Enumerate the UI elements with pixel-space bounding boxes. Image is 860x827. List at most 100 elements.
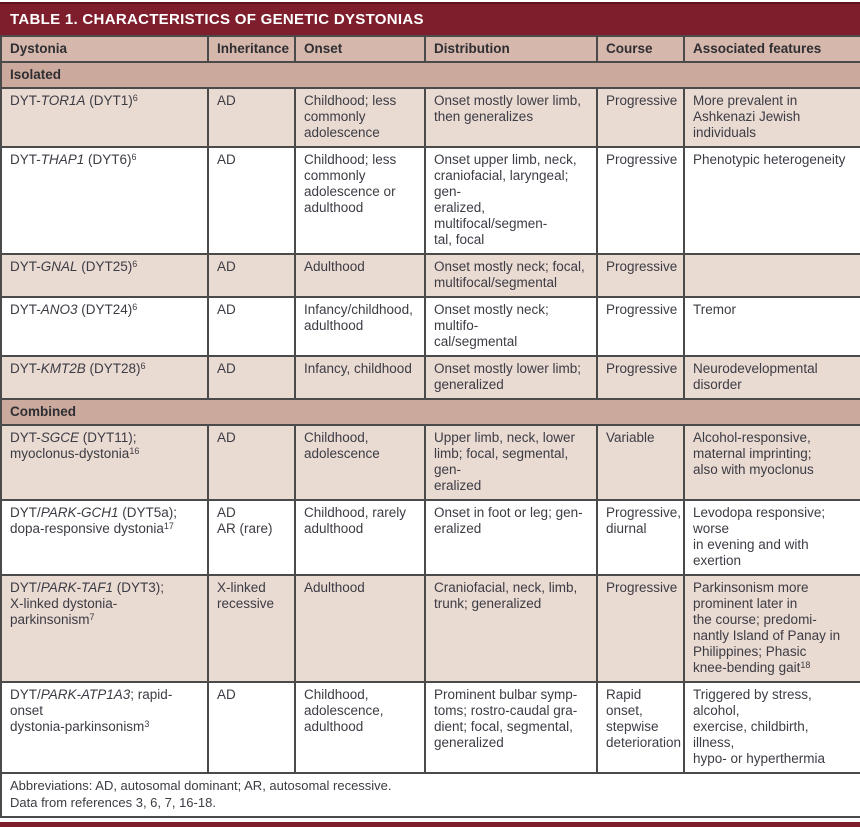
cell-dystonia: DYT-ANO3 (DYT24)6 [0,296,209,357]
cell-dystonia: DYT-GNAL (DYT25)6 [0,253,209,298]
name-text: DYT- [10,259,41,274]
name-text: (DYT24) [77,302,133,317]
cell-course: Progressive [596,574,685,683]
cell-distribution: Onset mostly neck; multifo- cal/segmenta… [424,296,598,357]
cell-features: Neurodevelopmental disorder [683,355,860,400]
table-row: DYT/PARK-GCH1 (DYT5a); dopa-responsive dy… [0,499,860,576]
cell-features: Levodopa responsive; worse in evening an… [683,499,860,576]
name-text: DYT/ [10,505,41,520]
cell-dystonia: DYT/PARK-TAF1 (DYT3); X-linked dystonia-p… [0,574,209,683]
gene-name: PARK-TAF1 [40,580,114,595]
name-text: myoclonus-dystonia [10,446,130,461]
table-row: DYT-ANO3 (DYT24)6 AD Infancy/childhood, ad… [0,296,860,357]
cell-dystonia: DYT-SGCE (DYT11); myoclonus-dystonia16 [0,424,209,501]
name-text: dopa-responsive dystonia [10,521,164,536]
table-row: DYT-KMT2B (DYT28)6 AD Infancy, childhood On… [0,355,860,400]
reference-superscript: 17 [163,521,174,531]
cell-course: Rapid onset, stepwise deterioration [596,681,685,774]
table-body: Isolated DYT-TOR1A (DYT1)6 AD Childhood; le… [0,61,860,774]
cell-course: Progressive [596,355,685,400]
section-header-row: Isolated [0,61,860,89]
cell-course: Progressive [596,146,685,255]
gene-name: KMT2B [40,361,86,376]
column-header-course: Course [596,35,685,63]
reference-superscript: 18 [800,660,811,670]
name-text: DYT/ [10,580,41,595]
cell-onset: Infancy, childhood [294,355,426,400]
cell-inheritance: AD [207,296,296,357]
column-header-dystonia: Dystonia [0,35,209,63]
column-header-row: Dystonia Inheritance Onset Distribution … [0,35,860,63]
name-text: (DYT6) [84,152,132,167]
cell-onset: Childhood, adolescence [294,424,426,501]
cell-dystonia: DYT-THAP1 (DYT6)6 [0,146,209,255]
abbreviations-note: Abbreviations: AD, autosomal dominant; A… [10,778,392,793]
cell-course: Progressive [596,87,685,148]
section-label: Combined [0,398,860,426]
cell-features: Tremor [683,296,860,357]
cell-inheritance: AD [207,681,296,774]
gene-name: ANO3 [40,302,78,317]
gene-name: GNAL [40,259,78,274]
cell-features [683,253,860,298]
cell-inheritance: AD [207,355,296,400]
cell-distribution: Upper limb, neck, lower limb; focal, seg… [424,424,598,501]
cell-distribution: Craniofacial, neck, limb, trunk; general… [424,574,598,683]
cell-course: Progressive, diurnal [596,499,685,576]
name-text: (DYT25) [77,259,133,274]
name-text: DYT- [10,361,41,376]
name-text: (DYT1) [85,93,133,108]
table-row: DYT-GNAL (DYT25)6 AD Adulthood Onset mostly… [0,253,860,298]
cell-features: Phenotypic heterogeneity [683,146,860,255]
cell-dystonia: DYT/PARK-ATP1A3; rapid-onset dystonia-par… [0,681,209,774]
bottom-rule [0,822,860,827]
name-text: (DYT11); [79,430,137,445]
cell-onset: Childhood; less commonly adolescence or … [294,146,426,255]
cell-features: Parkinsonism more prominent later in the… [683,574,860,683]
reference-superscript: 6 [131,152,137,162]
column-header-onset: Onset [294,35,426,63]
column-header-inheritance: Inheritance [207,35,296,63]
cell-features: Triggered by stress, alcohol, exercise, … [683,681,860,774]
cell-onset: Adulthood [294,574,426,683]
cell-course: Progressive [596,296,685,357]
cell-distribution: Onset upper limb, neck, craniofacial, la… [424,146,598,255]
cell-distribution: Onset mostly lower limb, then generalize… [424,87,598,148]
references-note: Data from references 3, 6, 7, 16-18. [10,795,216,810]
cell-features: Alcohol-responsive, maternal imprinting;… [683,424,860,501]
cell-inheritance: X-linked recessive [207,574,296,683]
column-header-distribution: Distribution [424,35,598,63]
cell-inheritance: AD [207,253,296,298]
cell-dystonia: DYT-TOR1A (DYT1)6 [0,87,209,148]
dystonia-table: Dystonia Inheritance Onset Distribution … [0,35,860,818]
name-text: (DYT28) [85,361,141,376]
column-header-associated-features: Associated features [683,35,860,63]
footnote-row: Abbreviations: AD, autosomal dominant; A… [0,772,860,818]
gene-name: PARK-ATP1A3 [40,687,131,702]
name-text: DYT- [10,93,41,108]
name-text: (DYT3); [113,580,165,595]
cell-distribution: Onset mostly lower limb; generalized [424,355,598,400]
cell-onset: Childhood, adolescence, adulthood [294,681,426,774]
cell-dystonia: DYT-KMT2B (DYT28)6 [0,355,209,400]
cell-features: More prevalent in Ashkenazi Jewish indiv… [683,87,860,148]
name-text: DYT- [10,430,41,445]
reference-superscript: 6 [132,93,138,103]
gene-name: PARK-GCH1 [40,505,119,520]
cell-distribution: Onset in foot or leg; gen- eralized [424,499,598,576]
name-text: DYT- [10,152,41,167]
table-row: DYT-SGCE (DYT11); myoclonus-dystonia16 AD C… [0,424,860,501]
reference-superscript: 6 [132,302,138,312]
footnote-cell: Abbreviations: AD, autosomal dominant; A… [0,772,860,818]
reference-superscript: 3 [144,719,150,729]
section-header-row: Combined [0,398,860,426]
cell-inheritance: AD [207,146,296,255]
cell-onset: Childhood; less commonly adolescence [294,87,426,148]
cell-course: Variable [596,424,685,501]
gene-name: THAP1 [40,152,85,167]
cell-inheritance: AD [207,424,296,501]
name-text: dystonia-parkinsonism [10,719,145,734]
table-title: TABLE 1. CHARACTERISTICS OF GENETIC DYST… [0,2,860,35]
table-row: DYT/PARK-ATP1A3; rapid-onset dystonia-par… [0,681,860,774]
name-text: X-linked dystonia-parkinsonism [10,596,118,627]
